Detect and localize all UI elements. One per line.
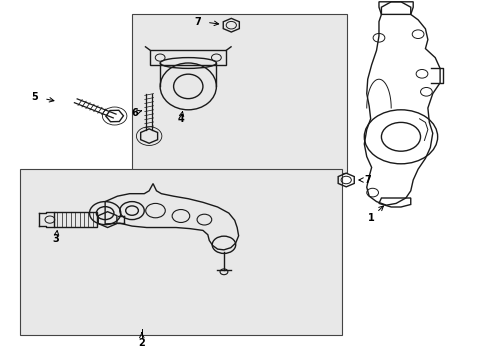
Bar <box>20 169 342 335</box>
Text: 3: 3 <box>53 234 60 244</box>
Text: 5: 5 <box>31 92 38 102</box>
Bar <box>132 14 346 173</box>
Text: 7: 7 <box>364 175 370 185</box>
Text: 6: 6 <box>131 108 138 118</box>
Text: 4: 4 <box>177 114 184 124</box>
Bar <box>150 50 225 65</box>
Bar <box>54 212 97 227</box>
Text: 7: 7 <box>194 17 201 27</box>
Text: 1: 1 <box>367 213 374 223</box>
Text: 2: 2 <box>138 338 145 348</box>
